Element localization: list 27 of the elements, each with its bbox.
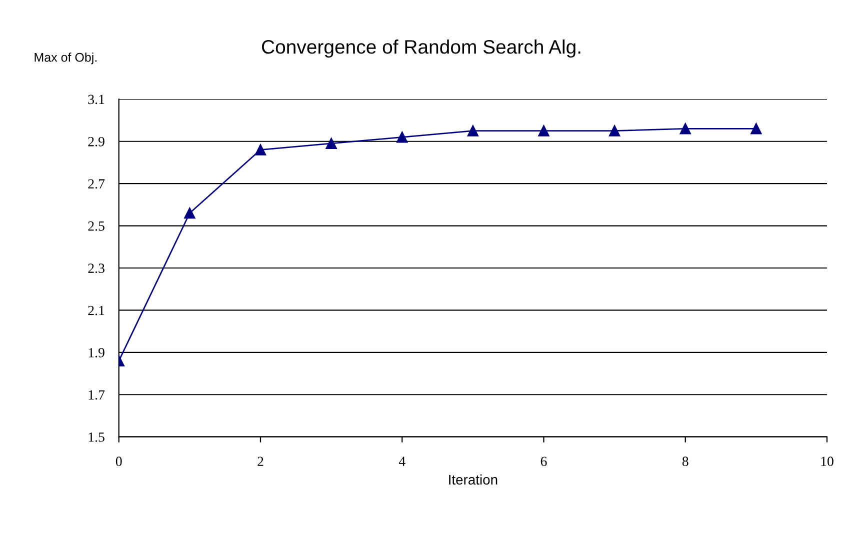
x-tick-label: 2 xyxy=(258,456,264,466)
point xyxy=(467,125,478,136)
y-axis-title: Max of Obj. xyxy=(34,52,96,64)
chart-title: Convergence of Random Search Alg. xyxy=(262,40,580,58)
x-tick-label: 10 xyxy=(821,456,834,466)
x-axis-title: Iteration xyxy=(449,474,498,485)
point xyxy=(538,125,550,136)
point xyxy=(254,144,266,156)
y-tick-label: 1.7 xyxy=(88,390,105,400)
y-tick-label: 2.7 xyxy=(88,179,105,189)
point xyxy=(396,132,408,143)
y-tick-label: 2.3 xyxy=(88,264,104,274)
x-tick-label: 4 xyxy=(398,456,406,466)
x-tick-label: 6 xyxy=(540,456,547,466)
y-tick-label: 3.1 xyxy=(88,94,104,104)
point xyxy=(680,123,691,134)
y-tick-label: 1.9 xyxy=(88,348,104,358)
point xyxy=(184,208,196,219)
point xyxy=(326,138,337,150)
point xyxy=(750,123,762,134)
y-tick-label: 1.5 xyxy=(88,432,104,442)
y-tick-label: 2.5 xyxy=(88,221,104,231)
y-tick-label: 2.1 xyxy=(88,306,104,316)
y-tick-label: 2.9 xyxy=(88,136,104,146)
point xyxy=(608,125,620,136)
x-tick-label: 0 xyxy=(116,456,122,466)
x-tick-label: 8 xyxy=(682,456,688,466)
